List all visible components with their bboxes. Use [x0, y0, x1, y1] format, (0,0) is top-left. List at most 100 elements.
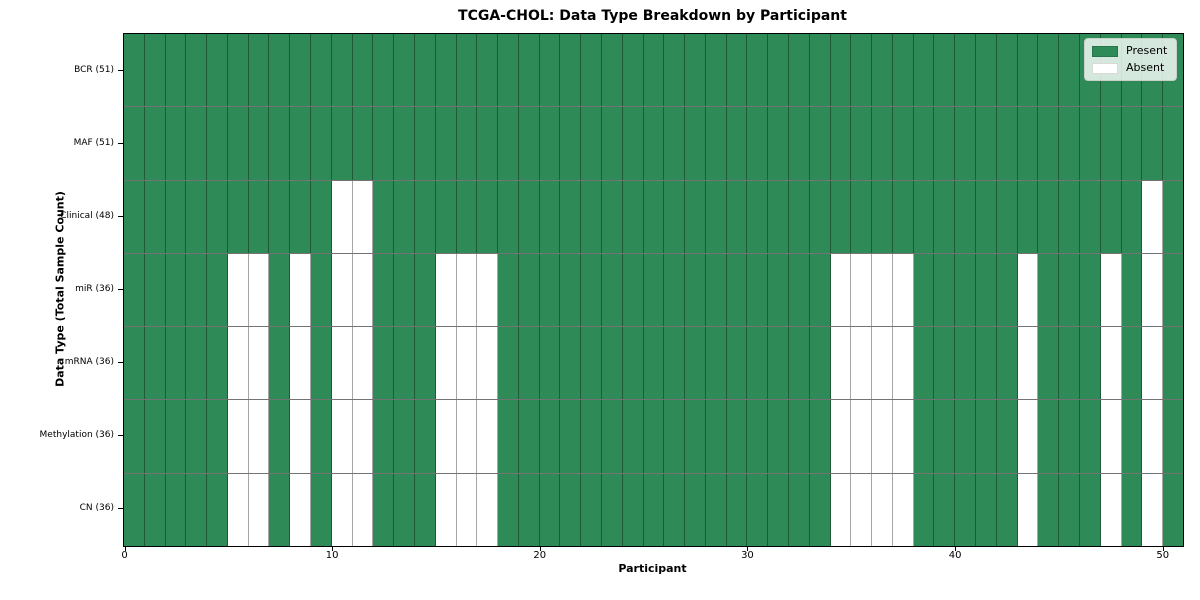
heatmap-cell: [1079, 107, 1101, 180]
heatmap-cell: [1121, 180, 1143, 253]
heatmap-cell: [144, 253, 166, 327]
heatmap-cell: [414, 253, 436, 327]
heatmap-cell: [477, 253, 499, 327]
heatmap-cell: [290, 473, 312, 546]
heatmap-cell: [601, 34, 623, 107]
heatmap-cell: [913, 107, 935, 180]
heatmap-cell: [248, 473, 270, 546]
heatmap-cell: [248, 400, 270, 473]
heatmap-cell: [124, 107, 145, 180]
heatmap-cell: [892, 327, 914, 400]
heatmap-cell: [1038, 34, 1060, 107]
heatmap-cell: [747, 253, 769, 327]
heatmap-cell: [498, 180, 519, 253]
heatmap-cell: [1038, 253, 1060, 327]
heatmap-cell: [768, 400, 789, 473]
heatmap-cell: [394, 253, 415, 327]
heatmap-cell: [705, 107, 727, 180]
heatmap-cell: [414, 107, 436, 180]
heatmap-cell: [560, 473, 582, 546]
heatmap-cell: [913, 400, 935, 473]
heatmap-cell: [498, 253, 519, 327]
heatmap-cell: [747, 473, 769, 546]
heatmap-cell: [165, 180, 187, 253]
heatmap-cell: [144, 107, 166, 180]
heatmap-cell: [144, 473, 166, 546]
heatmap-cell: [601, 253, 623, 327]
heatmap-cell: [248, 34, 270, 107]
heatmap-cell: [1059, 400, 1080, 473]
heatmap-cell: [435, 473, 457, 546]
heatmap-cell: [1142, 107, 1164, 180]
heatmap-cell: [290, 327, 312, 400]
heatmap-cell: [518, 400, 540, 473]
heatmap-cell: [996, 180, 1018, 253]
heatmap-cell: [934, 107, 956, 180]
y-tick-mark: [118, 435, 123, 437]
heatmap-cell: [892, 180, 914, 253]
heatmap-cell: [747, 400, 769, 473]
heatmap-cell: [643, 253, 665, 327]
heatmap-cell: [207, 327, 228, 400]
legend-swatch-absent: [1092, 62, 1118, 74]
heatmap-cell: [144, 327, 166, 400]
heatmap-cell: [539, 400, 561, 473]
heatmap-cell: [539, 107, 561, 180]
heatmap-cell: [456, 327, 478, 400]
heatmap-cell: [872, 253, 893, 327]
heatmap-cell: [290, 180, 312, 253]
heatmap-cell: [872, 34, 893, 107]
heatmap-cell: [622, 327, 644, 400]
x-tick-mark: [747, 547, 749, 551]
heatmap-cell: [996, 34, 1018, 107]
heatmap-cell: [955, 473, 977, 546]
heatmap-cell: [144, 400, 166, 473]
heatmap-cell: [955, 400, 977, 473]
heatmap-cell: [352, 473, 374, 546]
heatmap-cell: [892, 253, 914, 327]
heatmap-cell: [124, 34, 145, 107]
heatmap-cell: [934, 34, 956, 107]
heatmap-cell: [996, 400, 1018, 473]
heatmap-cell: [227, 327, 249, 400]
heatmap-cell: [996, 253, 1018, 327]
heatmap-cell: [124, 327, 145, 400]
heatmap-cell: [581, 253, 602, 327]
heatmap-cell: [331, 34, 353, 107]
y-tick-mark: [118, 69, 123, 71]
heatmap-cell: [643, 107, 665, 180]
heatmap-cell: [498, 34, 519, 107]
heatmap-cell: [518, 107, 540, 180]
heatmap-cell: [976, 34, 997, 107]
heatmap-cell: [705, 253, 727, 327]
heatmap-cell: [1038, 327, 1060, 400]
heatmap-cell: [976, 107, 997, 180]
y-tick-label: Clinical (48): [60, 210, 114, 221]
heatmap-cell: [851, 253, 873, 327]
heatmap-cell: [1059, 473, 1080, 546]
heatmap-cell: [955, 253, 977, 327]
heatmap-cell: [477, 34, 499, 107]
heatmap-cell: [165, 107, 187, 180]
heatmap-cell: [477, 400, 499, 473]
heatmap-cell: [1079, 180, 1101, 253]
legend: Present Absent: [1084, 38, 1178, 81]
heatmap-cell: [124, 473, 145, 546]
heatmap-cell: [331, 327, 353, 400]
heatmap-cell: [664, 253, 686, 327]
heatmap-cell: [1121, 327, 1143, 400]
heatmap-cell: [227, 253, 249, 327]
heatmap-cell: [394, 180, 415, 253]
heatmap-cell: [1142, 180, 1164, 253]
heatmap-cell: [560, 34, 582, 107]
heatmap-cell: [352, 327, 374, 400]
heatmap-cell: [685, 253, 706, 327]
heatmap-cell: [539, 34, 561, 107]
heatmap-cell: [248, 327, 270, 400]
heatmap-cell: [830, 327, 852, 400]
heatmap-cell: [1017, 327, 1039, 400]
legend-label: Absent: [1126, 61, 1165, 74]
heatmap-cell: [913, 473, 935, 546]
heatmap-cell: [144, 180, 166, 253]
heatmap-cell: [996, 327, 1018, 400]
